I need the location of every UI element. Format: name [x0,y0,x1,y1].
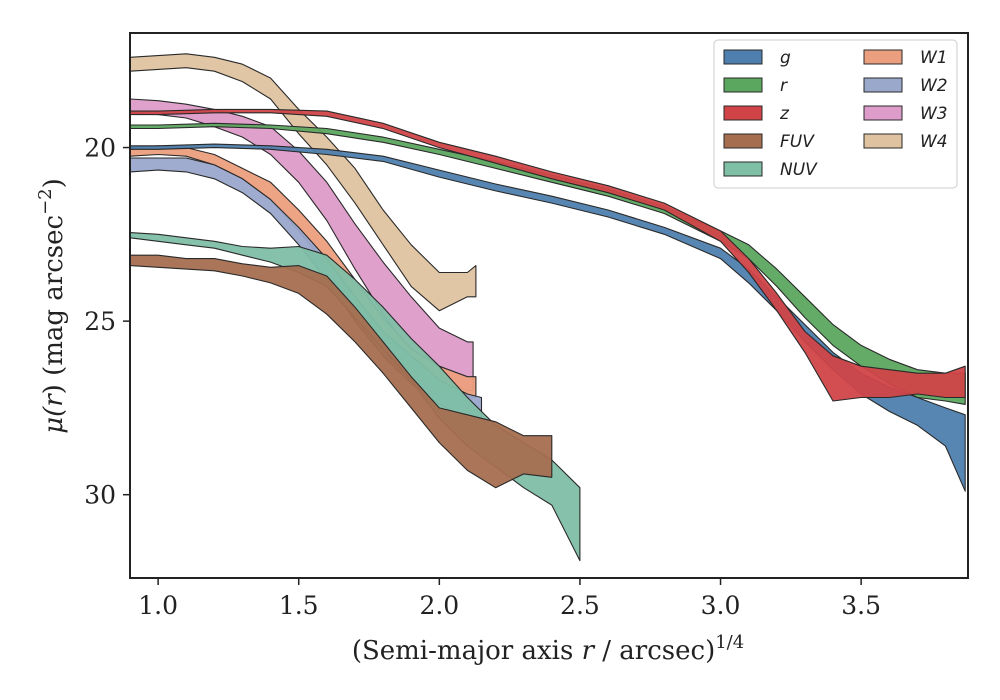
y-axis: 20 25 30 [84,134,130,510]
legend-swatch-w4 [863,133,903,149]
x-tick-label: 2.0 [419,591,459,620]
x-axis-title: (Semi-major axis r / arcsec)1/4 [352,632,744,666]
x-tick-label: 3.5 [841,591,881,620]
legend: grz FUV NUV W1 W2 W3 W4 [713,39,958,189]
legend-label-r: r [780,76,788,96]
legend-swatch-g [723,49,763,65]
series-bands [130,53,966,562]
legend-swatch-w1 [863,49,903,65]
legend-label-w1: W1 [920,48,948,68]
legend-swatch-w3 [863,105,903,121]
legend-label-w3: W3 [920,104,948,124]
legend-swatch-fuv [723,133,763,149]
legend-box [713,39,958,189]
y-axis-title: μ(r) (mag arcsec−2) [35,178,69,434]
legend-label-z: z [779,104,790,124]
band-z [130,108,966,402]
x-tick-label: 3.0 [701,591,741,620]
legend-label-w2: W2 [920,76,948,96]
y-tick-label: 25 [84,307,116,336]
band-fuv [130,254,553,489]
y-tick-label: 20 [84,134,116,163]
legend-label-fuv: FUV [780,132,815,152]
legend-label-g: g [780,48,791,68]
x-tick-label: 2.5 [560,591,600,620]
band-g [130,143,966,492]
band-w4 [130,53,477,312]
y-tick-label: 30 [84,481,116,510]
legend-swatch-nuv [723,161,763,177]
plot-frame [129,32,969,579]
legend-label-nuv: NUV [780,160,818,180]
band-nuv [130,232,581,562]
legend-label-w4: W4 [920,132,948,152]
legend-swatch-r [723,77,763,93]
x-tick-label: 1.0 [138,591,178,620]
legend-swatch-z [723,105,763,121]
legend-swatch-w2 [863,77,903,93]
x-axis: 1.0 1.5 2.0 2.5 3.0 3.5 [138,578,881,620]
x-tick-label: 1.5 [279,591,319,620]
